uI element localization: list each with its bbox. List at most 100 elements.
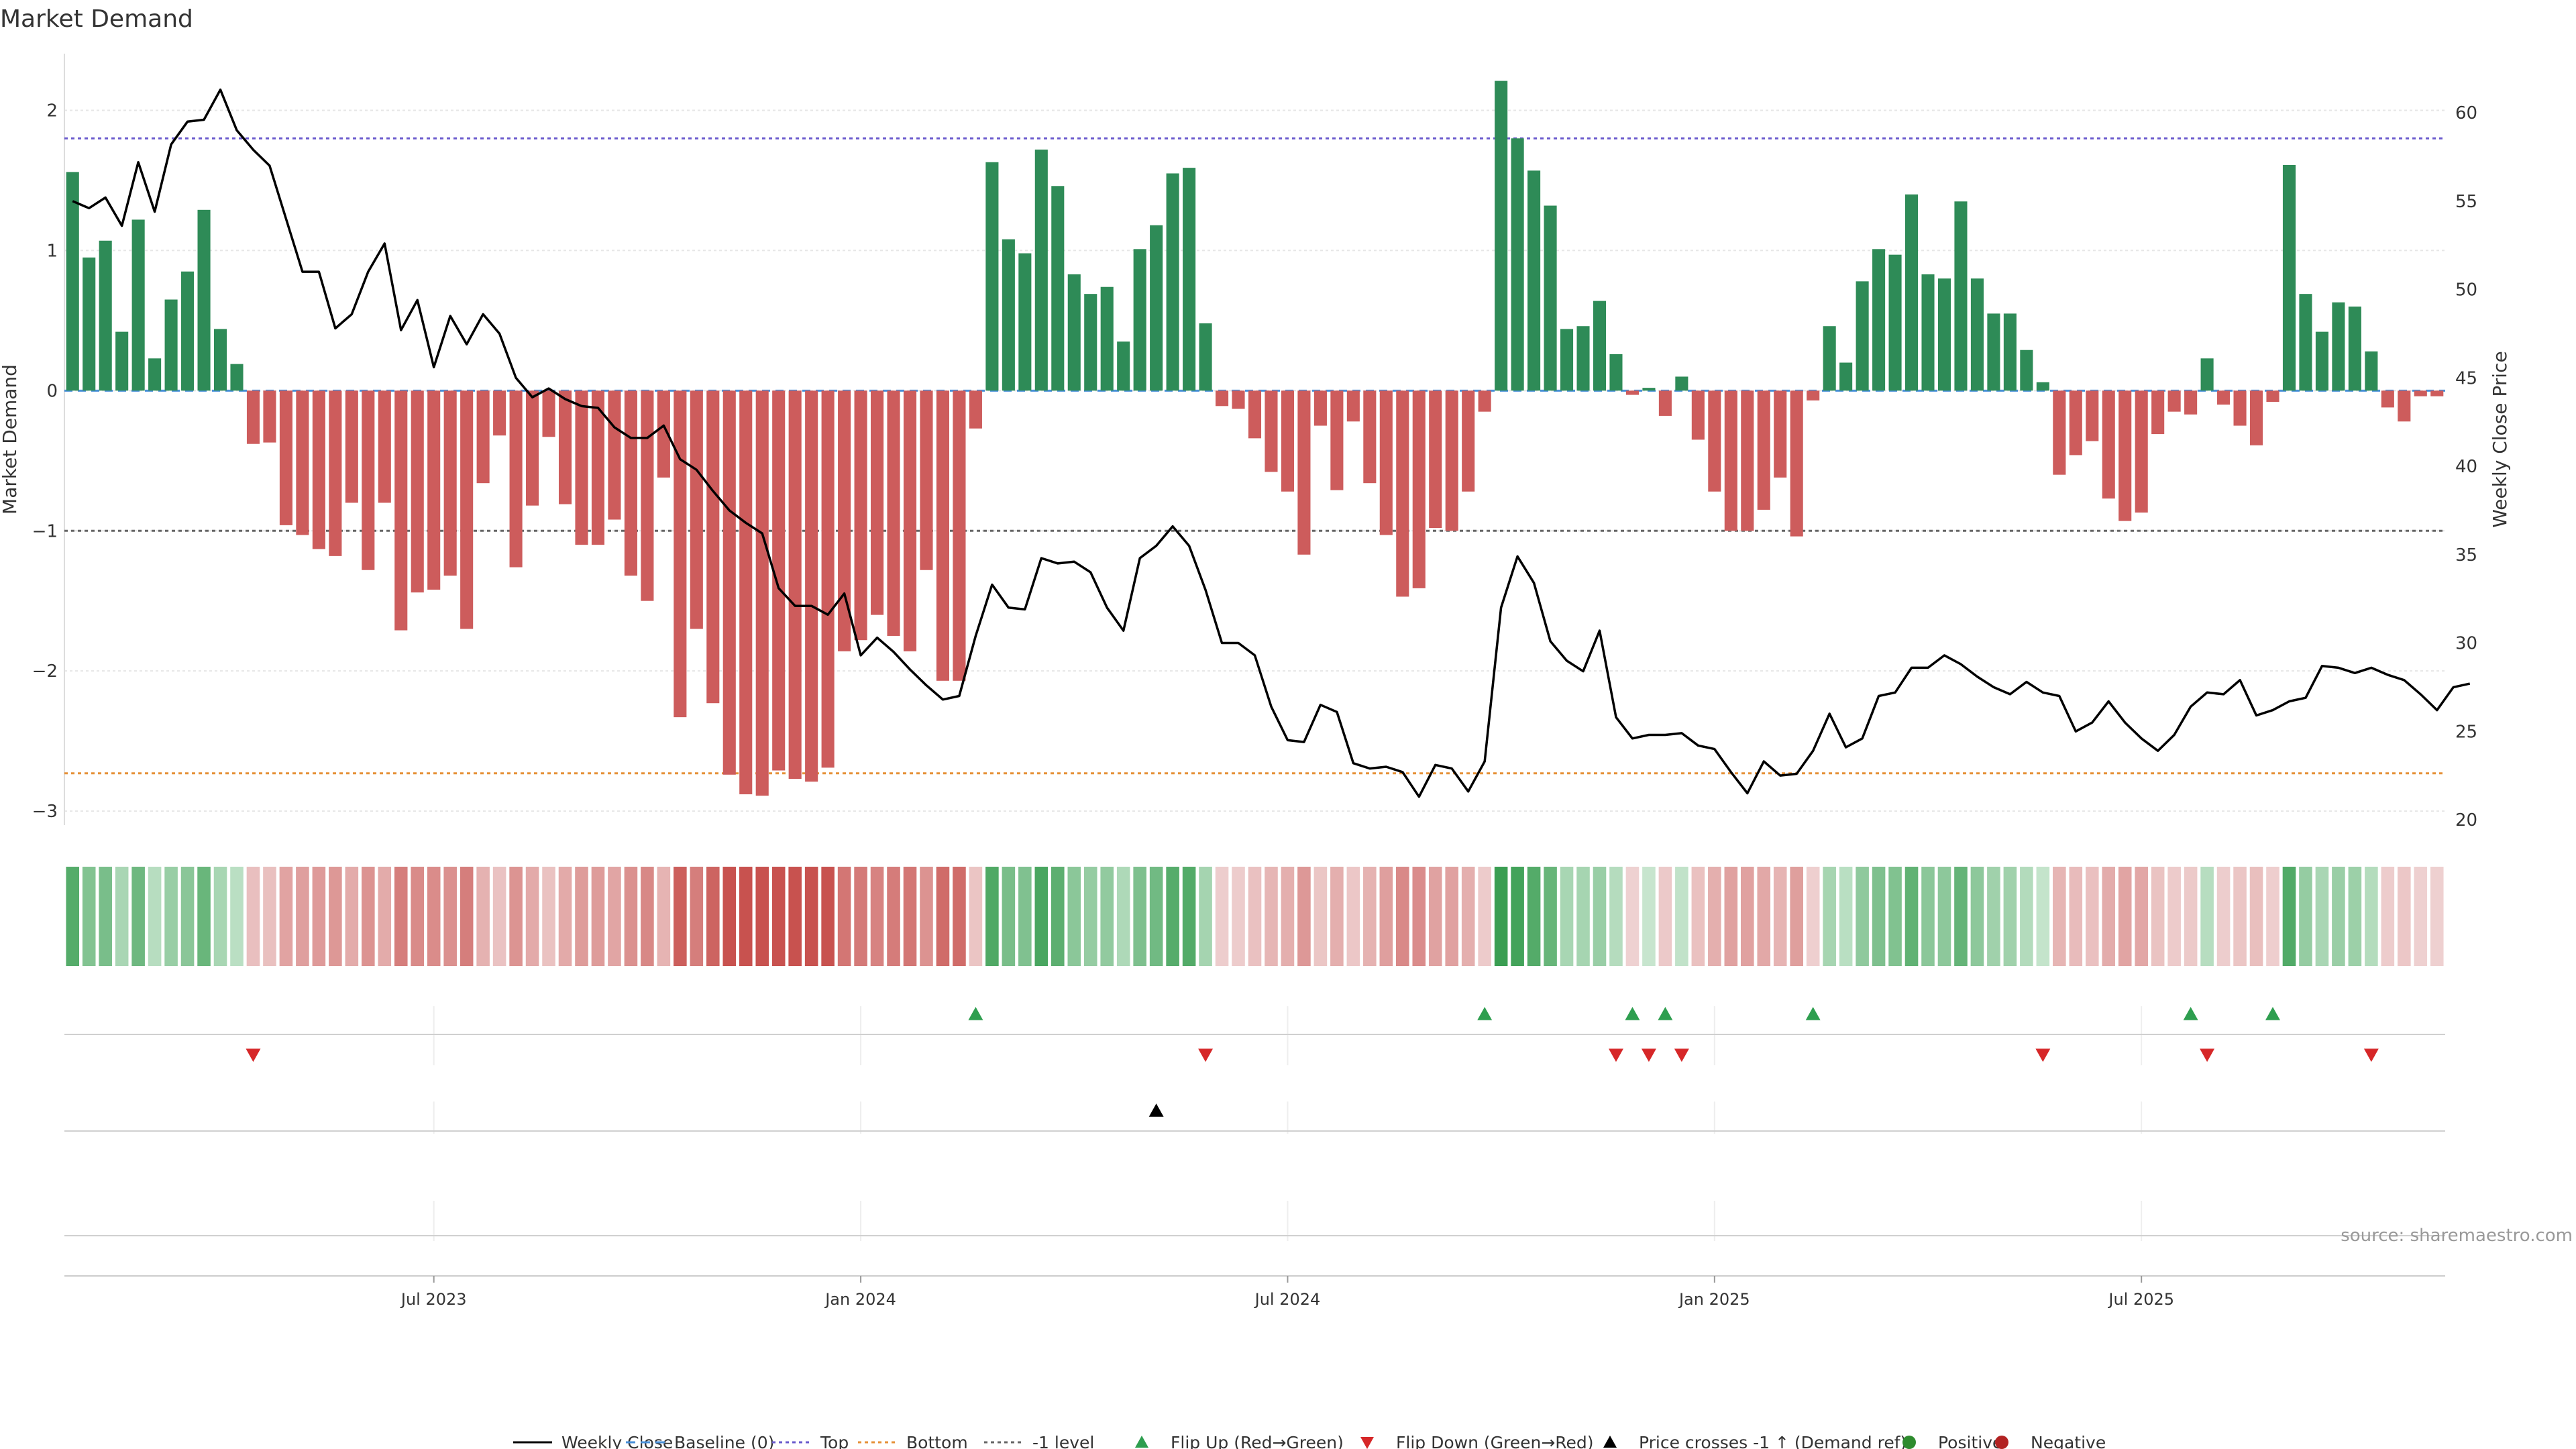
- demand-bar: [394, 390, 408, 631]
- heat-cell: [2365, 867, 2378, 966]
- demand-bar: [181, 271, 195, 391]
- heat-cell: [312, 867, 326, 966]
- demand-bar: [1576, 326, 1590, 391]
- heat-cell: [1083, 867, 1097, 966]
- demand-bar: [1970, 278, 1984, 391]
- heat-cell: [985, 867, 999, 966]
- heat-cell: [969, 867, 983, 966]
- demand-bar: [1265, 390, 1278, 472]
- flip-down-marker: [1674, 1049, 1689, 1062]
- heat-cell: [1856, 867, 1869, 966]
- demand-bar: [657, 390, 670, 478]
- demand-bar: [427, 390, 441, 590]
- demand-bar: [2398, 390, 2411, 422]
- demand-bar: [2217, 390, 2231, 405]
- demand-bar: [148, 358, 162, 391]
- demand-bar: [1790, 390, 1803, 537]
- heat-cell: [213, 867, 227, 966]
- demand-bar: [903, 390, 917, 651]
- flip-down-marker: [1641, 1049, 1656, 1062]
- price-cross-marker: [1148, 1104, 1164, 1117]
- heat-cell: [755, 867, 769, 966]
- heat-cell: [1987, 867, 2000, 966]
- y-axis-label: Market Demand: [0, 364, 21, 515]
- signal-panels: [64, 1006, 2445, 1277]
- demand-bar: [1904, 194, 1919, 391]
- heat-cell: [1461, 867, 1475, 966]
- heat-cell: [1133, 867, 1146, 966]
- demand-bar: [871, 390, 884, 615]
- heat-cell: [148, 867, 162, 966]
- demand-bar: [1724, 390, 1737, 531]
- heat-cell: [2216, 867, 2231, 966]
- heat-cell: [854, 867, 867, 966]
- heat-cell: [1034, 867, 1049, 966]
- y-tick-label: 0: [46, 381, 58, 401]
- heat-cell: [1067, 867, 1081, 966]
- heat-cell: [2036, 867, 2050, 966]
- flip-up-marker: [1658, 1007, 1673, 1020]
- heat-cell: [641, 867, 654, 966]
- y2-axis-label: Weekly Close Price: [2489, 351, 2511, 527]
- heat-cell: [936, 867, 950, 966]
- heat-cell: [1560, 867, 1574, 966]
- demand-bar: [1067, 274, 1081, 391]
- demand-bar: [1675, 376, 1688, 391]
- legend-label: Flip Up (Red→Green): [1171, 1433, 1344, 1449]
- heat-cell: [1708, 867, 1721, 966]
- demand-bar: [1297, 390, 1311, 555]
- demand-bar: [131, 219, 145, 391]
- demand-bar: [1216, 390, 1229, 407]
- legend-swatch: [1135, 1436, 1148, 1448]
- demand-bar: [1051, 186, 1065, 391]
- demand-bar: [1150, 225, 1163, 391]
- heat-cell: [903, 867, 917, 966]
- demand-bar: [1281, 390, 1294, 492]
- demand-bar: [164, 299, 178, 391]
- heat-cell: [1232, 867, 1245, 966]
- heat-cell: [362, 867, 375, 966]
- demand-bar: [674, 390, 687, 718]
- legend-label: Weekly Close: [561, 1433, 673, 1449]
- heat-cell: [180, 867, 195, 966]
- demand-bar: [1757, 390, 1770, 510]
- heat-cell: [1593, 867, 1607, 966]
- heat-cell: [394, 867, 408, 966]
- heat-cell: [804, 867, 818, 966]
- heat-cell: [1724, 867, 1738, 966]
- heat-cell: [2299, 867, 2312, 966]
- demand-bar: [263, 390, 276, 443]
- demand-bar: [936, 390, 950, 681]
- demand-bar: [1774, 390, 1787, 478]
- legend-swatch: [1360, 1437, 1374, 1449]
- heat-cell: [1478, 867, 1491, 966]
- demand-bar: [411, 390, 424, 593]
- demand-bar: [2102, 390, 2115, 499]
- heat-cell: [722, 867, 737, 966]
- y2-tick-label: 55: [2455, 192, 2477, 212]
- legend-label: Flip Down (Green→Red): [1396, 1433, 1594, 1449]
- y-tick-label: 1: [46, 241, 58, 261]
- demand-bar: [1823, 326, 1836, 391]
- chart-title: Market Demand: [0, 5, 193, 33]
- heat-cell: [1642, 867, 1656, 966]
- demand-bar: [2381, 390, 2394, 408]
- flip-up-marker: [1625, 1007, 1640, 1020]
- heat-cell: [1888, 867, 1902, 966]
- legend-swatch: [1995, 1436, 2008, 1449]
- demand-bar: [1133, 249, 1146, 391]
- heat-cell: [525, 867, 539, 966]
- y2-tick-label: 30: [2455, 634, 2477, 654]
- demand-bar: [838, 390, 851, 651]
- x-tick-label: Jan 2025: [1678, 1290, 1750, 1309]
- y2-tick-label: 35: [2455, 545, 2477, 566]
- legend-label: -1 level: [1032, 1433, 1094, 1449]
- demand-bar: [1478, 390, 1491, 412]
- heat-cell: [82, 867, 96, 966]
- grid-lines: [64, 54, 2445, 825]
- heat-cell: [279, 867, 293, 966]
- demand-bar: [1807, 390, 1820, 400]
- demand-bar: [2282, 164, 2296, 391]
- flip-down-marker: [246, 1049, 261, 1062]
- heat-cell: [1116, 867, 1130, 966]
